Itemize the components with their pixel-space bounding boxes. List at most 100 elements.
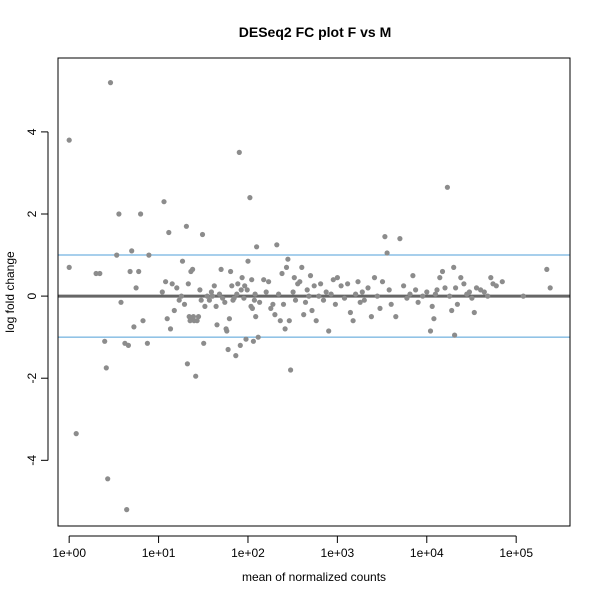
data-point (103, 365, 109, 371)
x-tick-label: 1e+01 (142, 546, 176, 560)
data-point (97, 270, 103, 277)
data-point (345, 281, 351, 287)
data-point (374, 293, 380, 299)
data-point (224, 328, 230, 334)
y-tick-label: 4 (25, 128, 39, 135)
data-point (228, 268, 234, 275)
data-point (388, 301, 394, 307)
data-point (93, 270, 99, 277)
data-point (397, 236, 403, 242)
data-point (244, 287, 250, 293)
x-tick-label: 1e+00 (52, 546, 86, 560)
data-point (179, 258, 186, 264)
data-point (442, 285, 448, 291)
data-point (73, 431, 79, 437)
data-point (266, 279, 272, 285)
data-point (288, 367, 294, 373)
data-point (243, 336, 249, 342)
data-point (357, 299, 363, 305)
data-point (469, 295, 475, 301)
data-point (458, 275, 464, 281)
data-point (66, 264, 72, 270)
data-point (547, 285, 553, 291)
data-point (114, 252, 120, 258)
data-point (365, 285, 371, 291)
data-point (371, 275, 378, 281)
data-point (413, 287, 419, 293)
data-point (453, 285, 459, 291)
data-point (401, 283, 407, 289)
data-point (268, 305, 274, 311)
data-point (420, 293, 426, 299)
data-point (251, 297, 257, 303)
data-point (214, 322, 220, 328)
data-point (202, 303, 208, 309)
data-point (169, 281, 175, 287)
data-point (277, 318, 283, 324)
data-point (254, 244, 260, 250)
data-point (261, 277, 267, 283)
data-point (285, 256, 291, 262)
data-point (194, 318, 200, 324)
data-point (209, 293, 215, 299)
data-point (393, 314, 399, 320)
data-point (249, 277, 255, 283)
data-point (164, 316, 170, 322)
data-point (238, 287, 244, 293)
data-point (361, 297, 367, 303)
data-point (166, 229, 172, 236)
data-point (320, 297, 327, 303)
x-axis-label: mean of normalized counts (242, 570, 386, 584)
data-point (107, 80, 114, 86)
y-axis-label: log fold change (3, 251, 17, 333)
data-point (452, 332, 458, 338)
data-point (437, 275, 443, 281)
data-point (234, 291, 240, 297)
data-point (299, 264, 305, 270)
data-point (241, 295, 247, 301)
data-point (206, 297, 212, 303)
data-point (276, 291, 282, 297)
data-point (167, 326, 174, 332)
data-point (415, 299, 421, 305)
data-point (231, 295, 237, 301)
data-point (263, 289, 269, 295)
data-point (330, 277, 336, 283)
data-point (309, 307, 315, 314)
data-point (316, 293, 322, 299)
data-point (190, 266, 196, 272)
data-point (235, 281, 241, 287)
data-point (102, 338, 108, 344)
data-point (125, 342, 131, 348)
data-point (127, 268, 133, 275)
data-point (444, 184, 450, 190)
data-point (368, 314, 374, 320)
data-point (318, 281, 324, 287)
data-point (218, 266, 224, 272)
data-point (283, 264, 290, 270)
data-point (297, 279, 303, 285)
data-point (242, 283, 248, 289)
data-point (334, 275, 340, 281)
data-point (174, 285, 180, 291)
data-point (359, 289, 365, 295)
data-point (237, 342, 243, 348)
data-point (199, 231, 206, 238)
y-tick-label: -2 (25, 373, 39, 384)
data-point (306, 293, 312, 299)
data-point (190, 314, 196, 320)
data-point (386, 287, 392, 293)
data-point (323, 289, 329, 295)
data-point (131, 324, 137, 330)
data-point (116, 211, 122, 217)
data-point (253, 314, 259, 320)
data-point (216, 291, 223, 297)
data-point (129, 248, 135, 254)
data-point (485, 293, 491, 299)
data-point (347, 309, 353, 316)
data-point (195, 314, 202, 320)
data-point (184, 361, 190, 367)
data-point (250, 338, 256, 344)
data-point (140, 318, 146, 324)
plot-frame (57, 57, 571, 527)
